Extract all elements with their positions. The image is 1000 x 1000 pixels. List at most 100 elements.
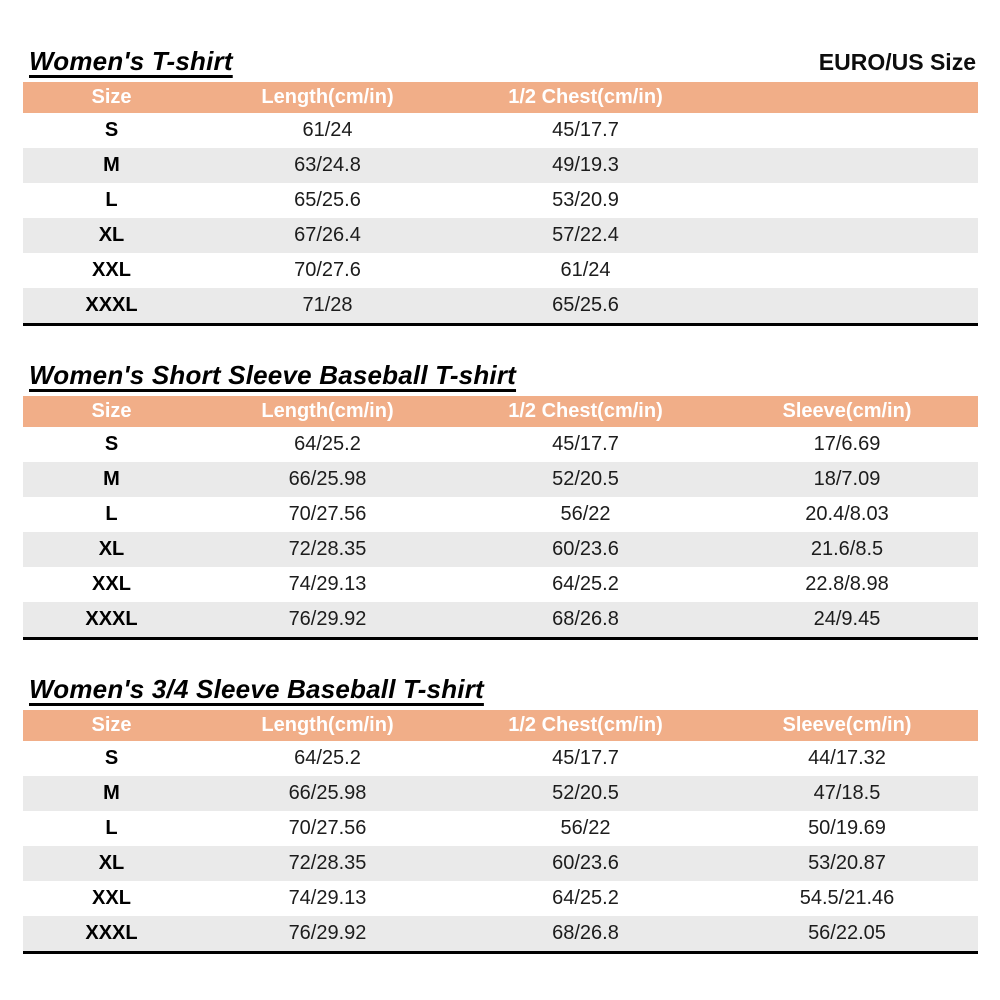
value-cell: 61/24 — [560, 259, 611, 281]
column-header: 1/2 Chest(cm/in) — [455, 396, 716, 427]
table-row: M 63/24.8 49/19.3 — [23, 148, 978, 183]
value-cell: 76/29.92 — [288, 608, 367, 630]
value-cell: 72/28.35 — [288, 538, 367, 560]
column-header: Sleeve(cm/in) — [716, 396, 978, 427]
value-cell: 53/20.9 — [552, 189, 619, 211]
size-cell: L — [105, 189, 118, 211]
size-cell: M — [103, 468, 120, 490]
table-row: L 70/27.56 56/22 50/19.69 — [23, 811, 978, 846]
value-cell: 76/29.92 — [288, 922, 367, 944]
header-row: Size Length(cm/in) 1/2 Chest(cm/in) Sleeve(… — [23, 710, 978, 741]
value-cell: 45/17.7 — [552, 433, 619, 455]
size-chart-page: Women's T-shirt EURO/US Size Size Length(… — [23, 46, 978, 954]
column-header: Size — [23, 396, 200, 427]
table-row: S 64/25.2 45/17.7 44/17.32 — [23, 741, 978, 776]
value-cell: 66/25.98 — [288, 782, 367, 804]
value-cell: 54.5/21.46 — [799, 887, 895, 909]
value-cell: 49/19.3 — [552, 154, 619, 176]
value-cell: 68/26.8 — [552, 922, 619, 944]
size-table-short-sleeve-baseball: Size Length(cm/in) 1/2 Chest(cm/in) Sleeve(… — [23, 396, 978, 640]
table-row: XXXL 71/28 65/25.6 — [23, 288, 978, 325]
value-cell: 17/6.69 — [813, 433, 881, 455]
value-cell: 20.4/8.03 — [805, 503, 889, 525]
value-cell: 24/9.45 — [813, 608, 881, 630]
table-row: XL 72/28.35 60/23.6 53/20.87 — [23, 846, 978, 881]
section-header: Women's T-shirt EURO/US Size — [29, 46, 976, 76]
size-cell: S — [104, 119, 119, 141]
value-cell: 45/17.7 — [552, 747, 619, 769]
column-header — [716, 82, 978, 113]
value-cell: 70/27.6 — [294, 259, 361, 281]
value-cell: 60/23.6 — [552, 538, 619, 560]
size-cell: XL — [98, 224, 125, 246]
value-cell: 64/25.2 — [294, 433, 361, 455]
section-header: Women's 3/4 Sleeve Baseball T-shirt — [29, 674, 976, 704]
table-row: M 66/25.98 52/20.5 18/7.09 — [23, 462, 978, 497]
value-cell: 22.8/8.98 — [805, 573, 889, 595]
section-title: Women's Short Sleeve Baseball T-shirt — [29, 360, 517, 390]
size-cell: XL — [98, 538, 125, 560]
value-cell: 63/24.8 — [294, 154, 361, 176]
value-cell: 64/25.2 — [552, 573, 619, 595]
size-cell: L — [105, 503, 118, 525]
value-cell: 47/18.5 — [813, 782, 881, 804]
table-row: M 66/25.98 52/20.5 47/18.5 — [23, 776, 978, 811]
size-cell: XXXL — [85, 922, 138, 944]
column-header: Sleeve(cm/in) — [716, 710, 978, 741]
table-row: XL 72/28.35 60/23.6 21.6/8.5 — [23, 532, 978, 567]
size-cell: M — [103, 782, 120, 804]
value-cell — [716, 253, 978, 288]
header-row: Size Length(cm/in) 1/2 Chest(cm/in) Sleeve(… — [23, 396, 978, 427]
size-cell: XXL — [92, 259, 131, 281]
value-cell: 45/17.7 — [552, 119, 619, 141]
value-cell: 56/22 — [560, 817, 611, 839]
column-header: Length(cm/in) — [200, 82, 455, 113]
section-header: Women's Short Sleeve Baseball T-shirt — [29, 360, 976, 390]
value-cell — [716, 113, 978, 148]
value-cell: 68/26.8 — [552, 608, 619, 630]
size-standard-label: EURO/US Size — [818, 49, 976, 75]
size-table-three-quarter-sleeve-baseball: Size Length(cm/in) 1/2 Chest(cm/in) Sleeve(… — [23, 710, 978, 954]
value-cell: 60/23.6 — [552, 852, 619, 874]
value-cell: 44/17.32 — [808, 747, 886, 769]
value-cell: 65/25.6 — [294, 189, 361, 211]
value-cell: 57/22.4 — [552, 224, 619, 246]
value-cell: 18/7.09 — [813, 468, 881, 490]
size-cell: L — [105, 817, 118, 839]
value-cell: 74/29.13 — [288, 887, 367, 909]
value-cell — [716, 218, 978, 253]
table-row: L 70/27.56 56/22 20.4/8.03 — [23, 497, 978, 532]
value-cell: 52/20.5 — [552, 468, 619, 490]
size-cell: S — [104, 433, 119, 455]
value-cell: 53/20.87 — [808, 852, 886, 874]
size-cell: XXXL — [85, 294, 138, 316]
table-row: XXL 74/29.13 64/25.2 22.8/8.98 — [23, 567, 978, 602]
section-short-sleeve-baseball-tshirt: Women's Short Sleeve Baseball T-shirt Si… — [23, 360, 978, 640]
value-cell: 52/20.5 — [552, 782, 619, 804]
value-cell: 72/28.35 — [288, 852, 367, 874]
column-header: 1/2 Chest(cm/in) — [455, 82, 716, 113]
value-cell — [716, 183, 978, 218]
value-cell: 67/26.4 — [294, 224, 361, 246]
column-header: 1/2 Chest(cm/in) — [455, 710, 716, 741]
size-cell: XXXL — [85, 608, 138, 630]
table-row: XXL 70/27.6 61/24 — [23, 253, 978, 288]
value-cell: 70/27.56 — [288, 503, 367, 525]
size-cell: XXL — [92, 573, 131, 595]
value-cell: 50/19.69 — [808, 817, 886, 839]
table-row: XL 67/26.4 57/22.4 — [23, 218, 978, 253]
value-cell: 74/29.13 — [288, 573, 367, 595]
size-cell: XXL — [92, 887, 131, 909]
section-title: Women's 3/4 Sleeve Baseball T-shirt — [29, 674, 484, 704]
value-cell — [716, 148, 978, 183]
value-cell — [716, 288, 978, 325]
table-row: XXXL 76/29.92 68/26.8 24/9.45 — [23, 602, 978, 639]
table-row: S 64/25.2 45/17.7 17/6.69 — [23, 427, 978, 462]
section-title: Women's T-shirt — [29, 46, 233, 76]
value-cell: 70/27.56 — [288, 817, 367, 839]
size-cell: S — [104, 747, 119, 769]
value-cell: 65/25.6 — [552, 294, 619, 316]
table-row: XXXL 76/29.92 68/26.8 56/22.05 — [23, 916, 978, 953]
value-cell: 56/22.05 — [808, 922, 886, 944]
column-header: Length(cm/in) — [200, 710, 455, 741]
